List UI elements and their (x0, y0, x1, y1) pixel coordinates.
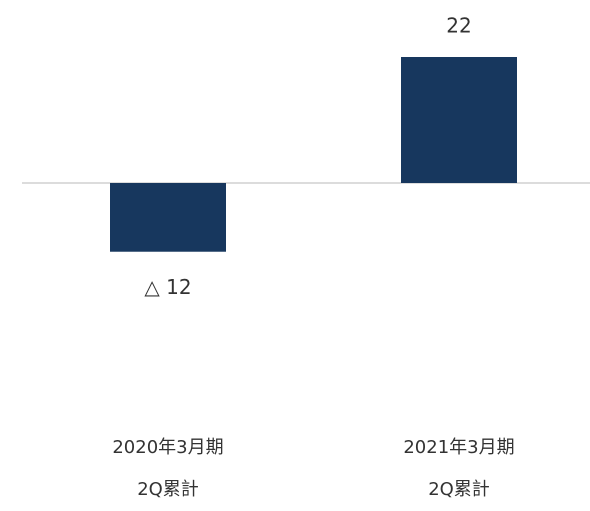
bar (401, 57, 517, 183)
x-tick-label: 2021年3月期 2Q累計 (403, 437, 515, 500)
value-label: △ 12 (144, 275, 191, 299)
bar (110, 183, 226, 252)
value-label: 22 (446, 14, 471, 38)
x-tick-label: 2020年3月期 2Q累計 (112, 437, 224, 500)
